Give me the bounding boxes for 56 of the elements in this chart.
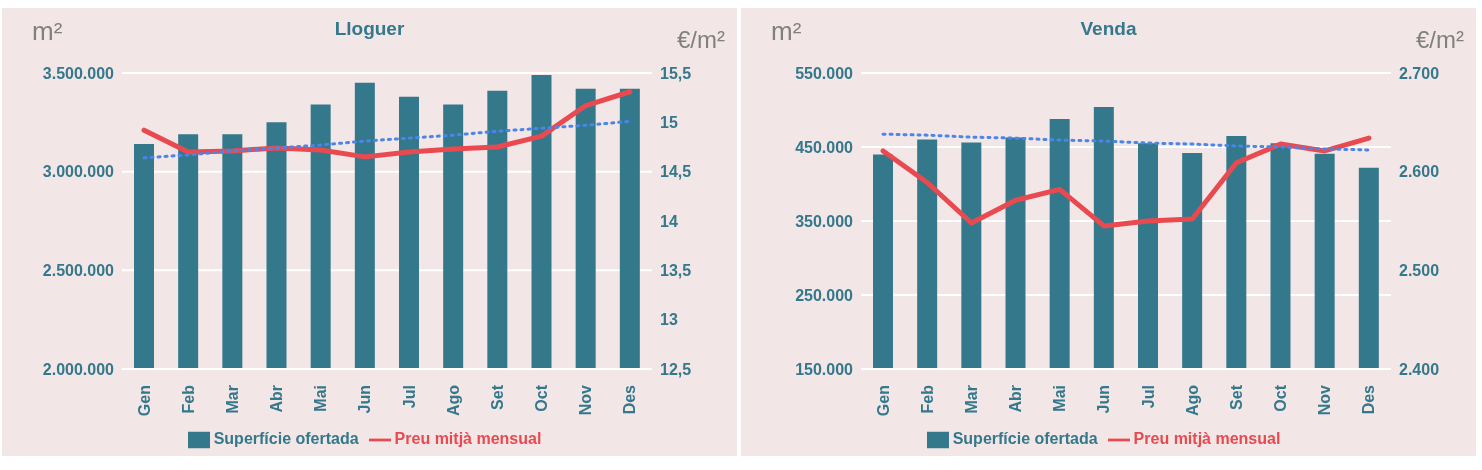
y2-tick-label: 13 — [660, 311, 678, 329]
legend-label: Superfície ofertada — [952, 430, 1098, 448]
x-tick-label: Mar — [223, 385, 241, 414]
y2-tick-label: 15,5 — [660, 64, 692, 82]
x-tick-label: Mai — [312, 385, 330, 412]
x-tick-label: Abr — [1007, 385, 1025, 413]
y-tick-label: 250.000 — [795, 286, 854, 304]
x-tick-label: Jun — [356, 385, 374, 414]
chart-title: Venda — [1080, 18, 1137, 39]
x-tick-label: Feb — [918, 384, 936, 414]
y-tick-label: 3.000.000 — [42, 163, 115, 181]
y2-tick-label: 12,5 — [660, 360, 692, 378]
y2-axis-title: €/m² — [677, 26, 725, 54]
x-tick-label: Des — [1360, 384, 1378, 415]
y2-tick-label: 14 — [660, 212, 678, 230]
x-tick-label: Ago — [1183, 384, 1201, 417]
y2-tick-label: 2.700 — [1399, 64, 1440, 82]
legend-label: Preu mitjà mensual — [394, 430, 542, 448]
x-tick-label: Nov — [1316, 384, 1334, 416]
line-series — [881, 132, 1371, 152]
x-tick-label: Jun — [1095, 385, 1113, 414]
x-tick-label: Gen — [874, 385, 892, 417]
y-tick-label: 2.500.000 — [42, 262, 115, 280]
y-tick-label: 350.000 — [795, 212, 854, 230]
y-axis-title: m² — [771, 16, 802, 47]
y2-tick-label: 15 — [660, 114, 678, 132]
x-tick-label: Set — [1227, 384, 1245, 410]
y-tick-label: 2.000.000 — [42, 360, 115, 378]
y-tick-label: 150.000 — [795, 360, 854, 378]
x-tick-label: Jul — [1139, 385, 1157, 409]
x-tick-label: Feb — [179, 384, 197, 414]
y-axis-title: m² — [32, 16, 63, 47]
x-tick-label: Gen — [135, 385, 153, 417]
legend-label: Superfície ofertada — [213, 430, 359, 448]
x-tick-label: Abr — [268, 385, 286, 413]
y2-axis-title: €/m² — [1416, 26, 1464, 54]
y2-tick-label: 14,5 — [660, 163, 692, 181]
x-tick-label: Nov — [577, 384, 595, 416]
y-tick-label: 550.000 — [795, 64, 854, 82]
y2-tick-label: 2.400 — [1399, 360, 1440, 378]
x-tick-label: Jul — [400, 385, 418, 409]
x-tick-label: Ago — [444, 384, 462, 417]
y2-tick-label: 13,5 — [660, 262, 692, 280]
y2-tick-label: 2.600 — [1399, 163, 1440, 181]
x-tick-label: Mar — [962, 385, 980, 414]
x-tick-label: Set — [488, 384, 506, 410]
x-tick-label: Oct — [1272, 384, 1290, 412]
y-tick-label: 450.000 — [795, 138, 854, 156]
chart-title: Lloguer — [334, 18, 405, 39]
x-tick-label: Des — [621, 384, 639, 415]
x-tick-label: Mai — [1051, 385, 1069, 412]
x-tick-label: Oct — [533, 384, 551, 412]
y-tick-label: 3.500.000 — [42, 64, 115, 82]
legend-label: Preu mitjà mensual — [1133, 430, 1281, 448]
line-series — [142, 119, 632, 160]
y2-tick-label: 2.500 — [1399, 262, 1440, 280]
